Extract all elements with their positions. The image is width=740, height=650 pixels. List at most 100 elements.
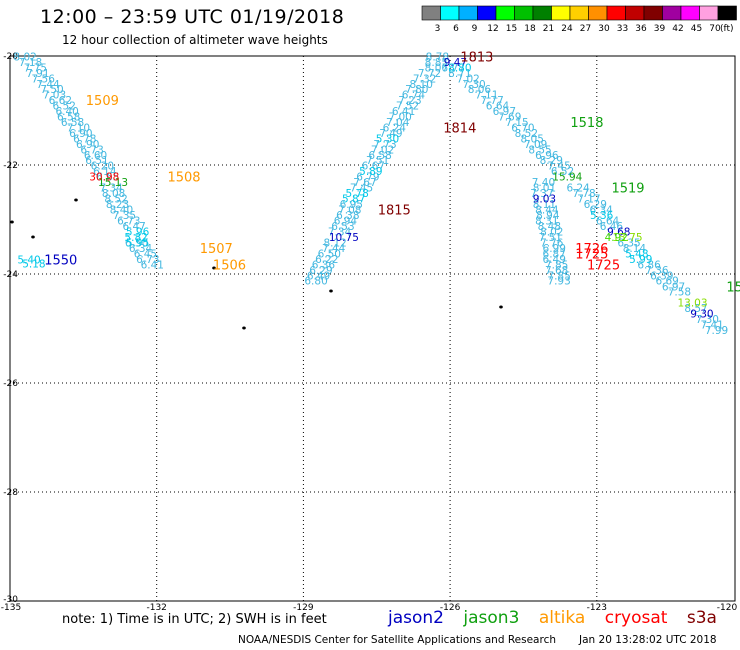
altimeter-map: -135 -132 -129 -126 -123 -120 -20 -22 -24 -26 -28 -… [1,50,740,610]
wave-height-value: 10.75 [329,232,359,244]
wave-height-value: 7.18 [19,57,42,69]
wave-height-legend: 3 6 9 12 15 18 21 24 27 30 33 36 39 42 45 70 (ft) [421,5,737,34]
wave-height-value: 8.80 [448,63,471,75]
pass-time-label: 1813 [460,50,493,65]
latitude-tick-label: -28 [3,488,18,498]
wave-height-value: 7.56 [32,73,56,85]
island-marker [329,289,333,293]
wave-height-value: 6.73 [136,254,159,266]
wave-height-value: 6.52 [551,166,574,178]
latitude-tick-label: -26 [3,379,18,389]
wave-height-value: 13.03 [677,298,707,310]
pass-time-label: 1518 [570,116,603,131]
wave-height-value: 7.50 [40,84,63,96]
wave-height-value: 6.60 [84,150,107,162]
pass-time-label: 1508 [167,171,200,186]
wave-height-value: 7.99 [705,325,728,337]
wave-height-value: 7.15 [505,117,528,129]
wave-height-value: 7.23 [398,95,421,107]
wave-height-value: 6.29 [309,265,332,277]
wave-height-value: 6.58 [61,117,84,129]
wave-height-value: 9.30 [690,309,713,321]
map-subtitle: 12 hour collection of altimeter wave hei… [62,33,328,47]
wave-height-value: 6.46 [600,221,624,233]
wave-height-value: 6.41 [392,106,415,118]
wave-height-value: 8.71 [448,68,471,80]
wave-height-value: 6.78 [73,133,96,145]
legend-tick-label: 3 [435,24,441,34]
wave-height-value: 7.11 [475,90,498,102]
wave-height-value: 6.45 [134,248,157,260]
wave-height-value: 6.67 [362,161,385,173]
wave-height-value: 8.94 [536,210,560,222]
generated-timestamp: Jan 20 13:28:02 UTC 2018 [579,634,717,646]
wave-height-value: 7.93 [547,276,570,288]
wave-height-value: 6.49 [307,270,330,282]
wave-height-value: 7.72 [418,68,441,80]
wave-height-value: 7.04 [386,117,410,129]
wave-height-value: 6.50 [125,238,148,250]
wave-height-value: 8.44 [535,205,559,217]
pass-time-label: 1814 [443,121,476,136]
longitude-tick-label: -126 [440,603,461,610]
wave-height-value: 8.40 [110,205,133,217]
wave-height-value: 7.30 [462,79,485,91]
wave-height-value: 5.82 [124,232,147,244]
wave-height-value: 8.02 [540,227,563,239]
pass-time-label: 1509 [86,94,119,109]
wave-height-value: 8.01 [533,183,556,195]
pass-time-label: 1519 [611,182,644,197]
wave-height-value: 8.78 [426,51,449,63]
wave-height-value: 7.51 [366,155,389,167]
wave-height-value: 8.05 [521,133,544,145]
wave-height-value: 7.34 [328,227,352,239]
wave-height-value: 7.10 [67,122,90,134]
legend-unit: (ft) [720,24,734,34]
wave-height-value: 6.39 [650,270,673,282]
wave-height-value: 5.87 [342,193,365,205]
wave-height-value: 6.29 [584,199,607,211]
pass-time-label: 1725 [575,247,608,262]
wave-height-value: 7.44 [36,79,60,91]
wave-height-value: 6.80 [304,276,327,288]
wave-height-value: 7.58 [668,287,691,299]
longitude-tick-label: -123 [587,603,607,610]
wave-height-value: 8.10 [410,79,433,91]
wave-height-value: 7.41 [700,320,723,332]
wave-height-value: 8.55 [528,144,551,156]
wave-height-value: 5.48 [625,248,648,260]
wave-height-value: 8.52 [515,128,538,140]
wave-height-value: 6.73 [117,215,140,227]
wave-height-value: 6.40 [55,106,78,118]
legend-tick-label: 39 [654,24,666,34]
wave-height-value: 7.17 [577,193,600,205]
wave-height-value: 30.98 [89,172,119,184]
wave-height-value: 6.24 [383,122,407,134]
island-marker [10,220,14,224]
wave-height-value: 7.68 [545,265,568,277]
wave-height-value: 6.41 [141,260,164,272]
pass-time-label: 1507 [200,242,233,257]
wave-height-value: 6.90 [69,128,92,140]
wave-height-value: 7.73 [373,139,396,151]
wave-height-value: 6.73 [80,144,103,156]
wave-height-value: 8.12 [323,238,346,250]
wave-height-value: 6.58 [57,111,80,123]
wave-height-value: 6.50 [318,248,341,260]
island-marker [212,266,216,270]
island-marker [74,198,78,202]
wave-height-value: 6.35 [617,238,640,250]
wave-height-value: 8.06 [425,63,449,75]
wave-height-value: 6.79 [356,172,379,184]
island-marker [499,305,503,309]
wave-height-value: 6.70 [511,122,534,134]
wave-height-value: 6.64 [596,215,620,227]
satellite-jason3: jason3 [463,608,520,628]
wave-height-value: 8.06 [468,84,492,96]
wave-height-value: 5.30 [376,133,399,145]
legend-tick-label: 18 [524,24,536,34]
legend-tick-label: 24 [561,24,573,34]
wave-height-value: 7.78 [572,188,595,200]
longitude-tick-label: -132 [146,603,166,610]
credit-line: NOAA/NESDIS Center for Satellite Applica… [238,634,556,646]
